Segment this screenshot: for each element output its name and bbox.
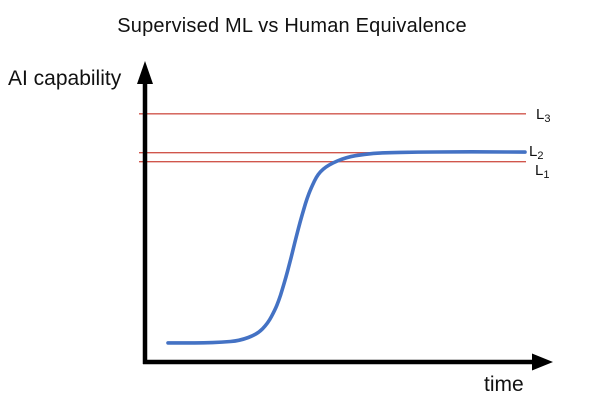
- chart-title: Supervised ML vs Human Equivalence: [117, 15, 467, 37]
- x-axis-label: time: [484, 373, 524, 396]
- capability-curve: [166, 150, 527, 345]
- reference-lines: [139, 113, 526, 163]
- ref-line-label-l1-sub: 1: [543, 169, 550, 181]
- ref-line-label-l3-base: L: [536, 106, 545, 123]
- ref-line-label-l2-base: L: [529, 143, 538, 160]
- ref-line-label-l2: L2: [529, 143, 544, 162]
- ref-line-label-l3-sub: 3: [544, 113, 551, 125]
- ref-line-label-l2-sub: 2: [537, 150, 544, 162]
- y-axis-label: AI capability: [8, 67, 122, 90]
- y-axis-arrowhead: [137, 61, 153, 84]
- ref-line-label-l3: L3: [536, 106, 551, 125]
- x-axis-arrowhead: [532, 353, 553, 371]
- ref-line-label-l1: L1: [535, 162, 550, 181]
- x-axis: [143, 353, 553, 371]
- y-axis: [137, 61, 153, 364]
- ref-line-label-l1-base: L: [535, 162, 544, 179]
